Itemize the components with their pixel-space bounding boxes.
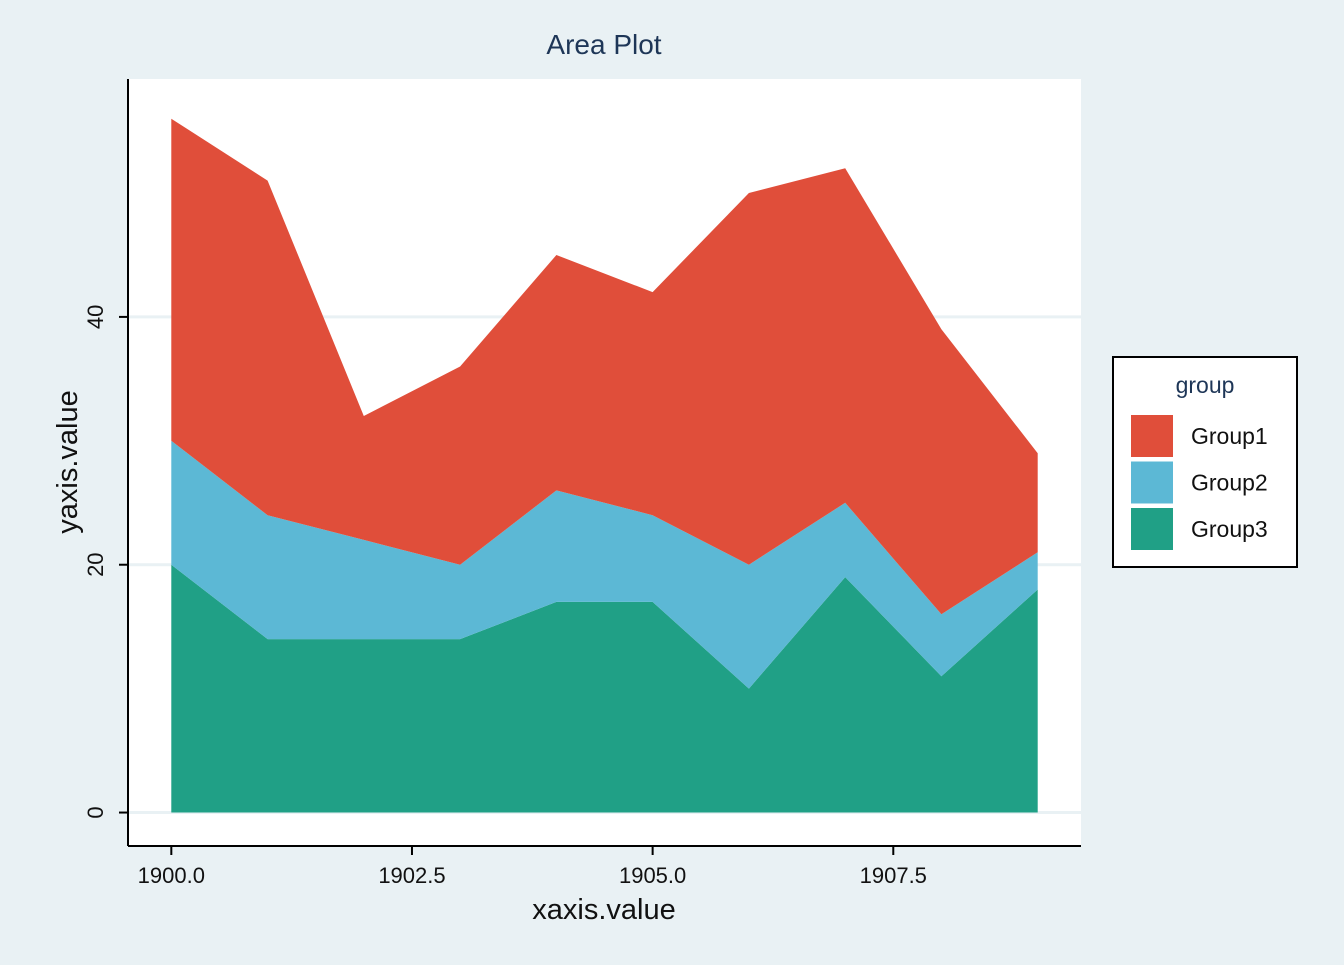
axes: [127, 79, 1081, 847]
legend-swatch-group2: [1131, 461, 1173, 504]
x-axis-title: xaxis.value: [532, 894, 675, 926]
x-tick-label: 1907.5: [860, 863, 927, 888]
x-tick-label: 1900.0: [138, 863, 205, 888]
area-layer: [171, 118, 1038, 813]
legend-title: group: [1176, 372, 1235, 398]
y-tick-label: 40: [83, 305, 108, 329]
chart-title: Area Plot: [546, 29, 661, 60]
legend: group Group1 Group2 Group3: [1112, 356, 1298, 568]
area-group2: [171, 440, 1038, 689]
legend-label-group2: Group2: [1191, 470, 1268, 496]
y-axis-title: yaxis.value: [52, 390, 84, 533]
x-ticks: 1900.0 1902.5 1905.0 1907.5: [138, 846, 927, 888]
area-group1: [171, 118, 1038, 615]
x-tick-label: 1905.0: [619, 863, 686, 888]
area-group3: [171, 564, 1038, 813]
y-tick-label: 0: [83, 806, 108, 818]
legend-swatch-group1: [1131, 415, 1173, 457]
legend-swatch-group3: [1131, 508, 1173, 550]
legend-label-group3: Group3: [1191, 516, 1268, 542]
legend-label-group1: Group1: [1191, 423, 1268, 449]
y-tick-label: 20: [83, 552, 108, 576]
x-tick-label: 1902.5: [378, 863, 445, 888]
y-ticks: 0 20 40: [83, 305, 128, 819]
legend-items: Group1 Group2 Group3: [1131, 415, 1268, 550]
